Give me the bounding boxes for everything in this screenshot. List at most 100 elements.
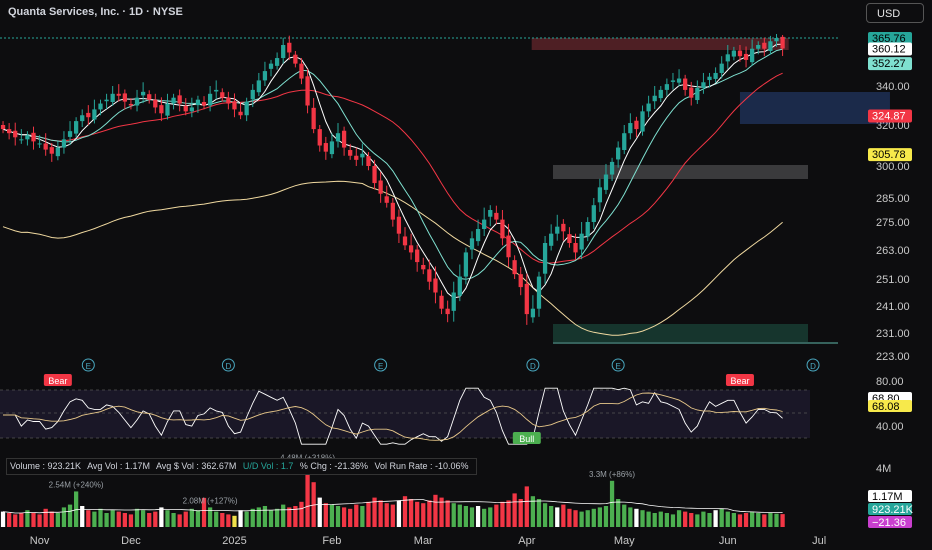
candle-body	[439, 295, 444, 309]
event-marker-icon[interactable]	[806, 358, 820, 372]
run-rate: Vol Run Rate : -10.06%	[374, 461, 469, 471]
candle-body	[408, 245, 414, 253]
volume-badge	[868, 503, 912, 515]
rsi-tag-label: Bull	[519, 434, 534, 444]
candle-body	[579, 233, 584, 250]
candle-body	[360, 153, 365, 158]
candle-body	[110, 93, 115, 102]
volume-bar	[244, 511, 249, 527]
volume-bar	[415, 501, 420, 527]
resistance-zone	[531, 38, 789, 50]
candle-body	[348, 150, 353, 156]
candle-body	[469, 238, 475, 250]
event-marker-icon[interactable]	[374, 358, 388, 372]
price-badge-label: 305.78	[872, 149, 906, 161]
candle-body	[317, 129, 322, 146]
volume-bar	[628, 507, 633, 527]
price-badge	[868, 57, 912, 71]
rsi-badge-label: 68.08	[872, 401, 900, 413]
candle-body	[311, 107, 316, 130]
pct-change: % Chg : -21.36%	[299, 461, 368, 471]
gap-zone	[553, 165, 808, 179]
event-marker-icon[interactable]	[526, 358, 540, 372]
volume-bar	[762, 514, 767, 527]
candle-body	[603, 174, 609, 190]
candle-body	[561, 223, 566, 232]
price-tick-label: 300.00	[876, 161, 910, 173]
volume-bar	[86, 510, 91, 527]
ma-21-line	[2, 48, 783, 280]
candle-body	[274, 58, 280, 66]
volume-bar	[80, 506, 85, 527]
volume-bar	[427, 500, 432, 527]
volume-bar	[73, 491, 79, 527]
x-axis-label: Mar	[414, 535, 433, 547]
volume-bar	[567, 508, 572, 527]
candle-body	[61, 139, 67, 148]
volume-bar	[207, 507, 213, 527]
volume-bar	[737, 514, 743, 527]
candle-body	[116, 93, 121, 96]
candle-body	[19, 139, 24, 141]
event-marker-letter: E	[378, 362, 383, 371]
volume-bar	[220, 513, 225, 527]
price-badge-label: 365.76	[872, 33, 906, 45]
volume-bar	[238, 510, 243, 527]
event-marker-letter: D	[530, 362, 536, 371]
volume-bar	[31, 513, 36, 527]
event-marker-letter: D	[810, 362, 816, 371]
volume-axis-label: 4M	[876, 463, 891, 475]
candle-body	[768, 41, 773, 51]
candle-body	[153, 99, 158, 108]
candle-body	[147, 94, 152, 100]
candle-body	[731, 50, 737, 57]
volume-bar	[725, 511, 730, 527]
candle-body	[780, 36, 785, 49]
candle-body	[652, 95, 657, 102]
volume-bar	[201, 497, 207, 527]
candle-body	[134, 97, 140, 106]
avg-volume: Avg Vol : 1.17M	[87, 461, 150, 471]
volume-bar	[341, 507, 347, 527]
event-marker-icon[interactable]	[81, 358, 95, 372]
ma-10-line	[2, 43, 783, 299]
candle-body	[86, 112, 91, 118]
candle-body	[201, 101, 207, 106]
volume-bar	[323, 503, 328, 527]
price-badge	[868, 32, 912, 45]
rsi-axis-label: 40.00	[876, 421, 904, 433]
volume-bar	[396, 500, 402, 527]
volume-bar	[67, 504, 73, 527]
volume-bar	[226, 514, 231, 527]
volume-bar	[262, 506, 268, 527]
candle-body	[622, 133, 627, 151]
candle-body	[737, 50, 743, 57]
event-marker-icon[interactable]	[221, 358, 235, 372]
rsi-tag	[43, 374, 72, 386]
currency-button[interactable]: USD	[866, 3, 924, 23]
volume-bar	[299, 501, 304, 527]
volume-bar	[475, 506, 481, 527]
volume-bar	[640, 510, 645, 527]
candle-body	[488, 210, 493, 217]
volume-bar	[530, 496, 536, 527]
candle-body	[195, 99, 201, 106]
volume-bar	[104, 513, 109, 527]
support-zone	[553, 324, 808, 342]
volume-bar	[780, 514, 785, 527]
price-tick-label: 275.00	[876, 217, 910, 229]
candle-body	[354, 155, 359, 160]
ma-200-line	[2, 180, 783, 336]
volume-bar	[701, 511, 706, 527]
candle-body	[634, 120, 639, 130]
volume-bar	[500, 501, 505, 527]
x-axis-label: May	[614, 535, 635, 547]
event-marker-icon[interactable]	[611, 358, 625, 372]
candle-body	[238, 111, 243, 116]
candle-body	[49, 147, 54, 154]
candle-body	[171, 97, 176, 104]
volume-badge-label: −21.36	[872, 517, 906, 529]
candle-body	[262, 71, 268, 81]
rsi-ma-line	[3, 392, 783, 441]
